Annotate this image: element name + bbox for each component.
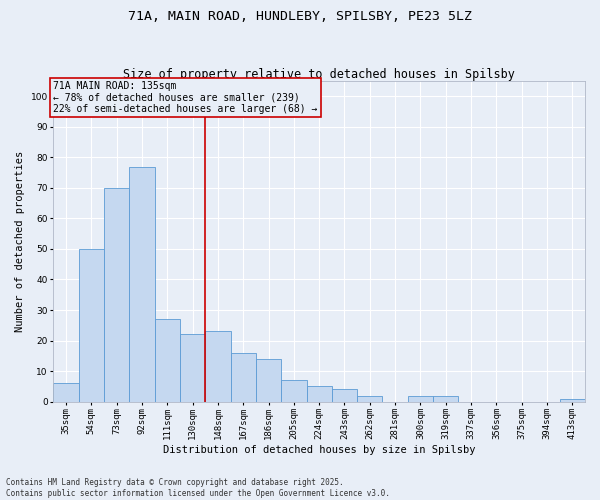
Bar	[205, 332, 230, 402]
Bar	[408, 396, 433, 402]
Text: 71A MAIN ROAD: 135sqm
← 78% of detached houses are smaller (239)
22% of semi-det: 71A MAIN ROAD: 135sqm ← 78% of detached …	[53, 81, 318, 114]
Bar	[155, 319, 180, 402]
Bar	[281, 380, 307, 402]
Bar	[256, 359, 281, 402]
Bar	[332, 390, 357, 402]
Title: Size of property relative to detached houses in Spilsby: Size of property relative to detached ho…	[123, 68, 515, 81]
Bar	[130, 166, 155, 402]
Bar	[560, 398, 585, 402]
Bar	[230, 353, 256, 402]
Y-axis label: Number of detached properties: Number of detached properties	[15, 150, 25, 332]
Bar	[79, 249, 104, 402]
Bar	[433, 396, 458, 402]
Bar	[53, 384, 79, 402]
X-axis label: Distribution of detached houses by size in Spilsby: Distribution of detached houses by size …	[163, 445, 475, 455]
Bar	[357, 396, 382, 402]
Bar	[180, 334, 205, 402]
Text: Contains HM Land Registry data © Crown copyright and database right 2025.
Contai: Contains HM Land Registry data © Crown c…	[6, 478, 390, 498]
Bar	[104, 188, 130, 402]
Bar	[307, 386, 332, 402]
Text: 71A, MAIN ROAD, HUNDLEBY, SPILSBY, PE23 5LZ: 71A, MAIN ROAD, HUNDLEBY, SPILSBY, PE23 …	[128, 10, 472, 23]
